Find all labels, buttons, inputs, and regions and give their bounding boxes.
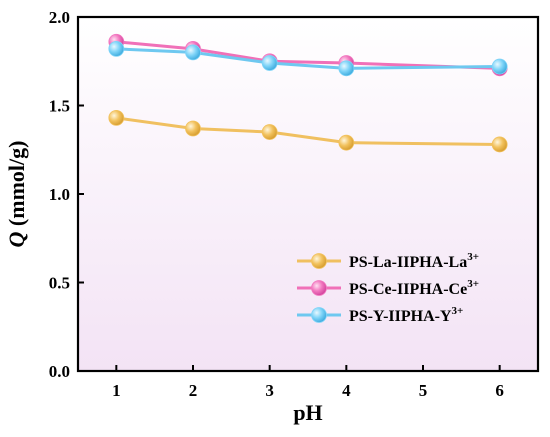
y-axis-title-unit: (mmol/g) <box>4 141 29 232</box>
data-point <box>338 134 355 151</box>
series-0 <box>108 109 508 153</box>
y-tick-label: 1.5 <box>49 97 70 116</box>
data-point <box>108 40 125 57</box>
legend-entry: PS-La-IIPHA-La3+ <box>297 251 479 271</box>
legend: PS-La-IIPHA-La3+PS-Ce-IIPHA-Ce3+PS-Y-IIP… <box>297 251 479 325</box>
legend-marker <box>311 253 327 269</box>
y-axis-title-symbol: Q <box>4 231 29 247</box>
x-tick-label: 4 <box>342 381 351 400</box>
data-point <box>491 136 508 153</box>
legend-label-superscript: 3+ <box>452 305 464 317</box>
y-tick-label: 0.0 <box>49 362 70 381</box>
x-tick-label: 3 <box>265 381 274 400</box>
legend-marker <box>311 307 327 323</box>
x-tick-label: 2 <box>189 381 198 400</box>
data-point <box>185 44 201 61</box>
x-tick-label: 5 <box>419 381 428 400</box>
series-layer <box>108 33 508 153</box>
x-tick-label: 6 <box>495 381 504 400</box>
plot-background <box>78 17 538 371</box>
legend-label-superscript: 3+ <box>467 278 479 290</box>
legend-label: PS-Ce-IIPHA-Ce3+ <box>349 278 479 298</box>
series-2 <box>108 40 508 77</box>
data-point <box>185 120 201 137</box>
data-point <box>261 124 278 140</box>
x-axis-title: pH <box>293 400 322 425</box>
data-point <box>108 109 125 126</box>
data-point <box>261 55 278 71</box>
legend-marker <box>311 280 327 296</box>
legend-label: PS-La-IIPHA-La3+ <box>349 251 479 271</box>
legend-label-main: PS-Y-IIPHA-Y <box>349 308 452 325</box>
y-tick-label: 1.0 <box>49 185 70 204</box>
legend-label-main: PS-Ce-IIPHA-Ce <box>349 281 467 298</box>
data-point <box>338 60 355 77</box>
legend-entry: PS-Ce-IIPHA-Ce3+ <box>297 278 479 298</box>
x-tick-label: 1 <box>112 381 121 400</box>
legend-entry: PS-Y-IIPHA-Y3+ <box>297 305 463 325</box>
ticks-layer: 1 2 3 4 5 6 0.0 0.5 1.0 1.5 2.0 <box>49 8 504 400</box>
legend-label: PS-Y-IIPHA-Y3+ <box>349 305 463 325</box>
legend-label-superscript: 3+ <box>467 251 479 263</box>
legend-label-main: PS-La-IIPHA-La <box>349 254 467 271</box>
y-axis-title: Q (mmol/g) <box>4 141 29 248</box>
y-tick-label: 2.0 <box>49 8 70 27</box>
data-point <box>491 58 508 75</box>
y-tick-label: 0.5 <box>49 274 70 293</box>
